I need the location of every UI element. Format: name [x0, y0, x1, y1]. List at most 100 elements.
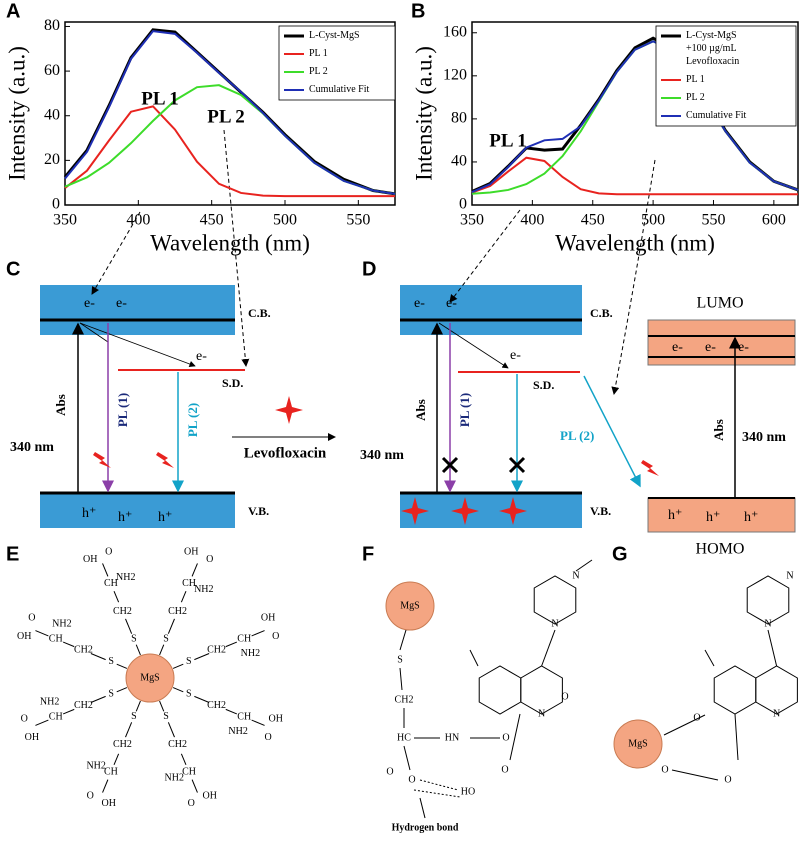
panel-label: A — [6, 0, 20, 22]
y-tick-label: 20 — [44, 151, 60, 168]
drug-stars — [401, 497, 527, 525]
atom-label: CH2 — [113, 739, 132, 750]
y-axis-label: Intensity (a.u.) — [4, 46, 29, 181]
relax-arrow — [79, 322, 196, 368]
legend-frame — [278, 25, 396, 101]
ring — [478, 665, 522, 715]
light-icon — [156, 452, 174, 468]
blocked-mark — [441, 456, 526, 474]
electron: e- — [738, 340, 749, 355]
atom-label: CH — [237, 633, 251, 644]
atom-label: CH2 — [168, 606, 187, 617]
atom-label: CH2 — [74, 645, 93, 656]
bond — [663, 714, 706, 736]
atom-label: CH2 — [207, 700, 226, 711]
atom-label: HO — [461, 786, 475, 797]
annotation: PL 2 — [207, 106, 244, 127]
atom-label: N — [551, 618, 558, 629]
bond — [225, 641, 238, 648]
atom-label: OH — [261, 613, 275, 624]
legend-label: PL 1 — [309, 48, 328, 59]
atom-label: S — [163, 711, 169, 722]
atom-label: O — [502, 732, 509, 743]
atom-label: O — [661, 764, 668, 775]
atom-label: O — [265, 732, 272, 743]
atom-label: NH2 — [40, 697, 59, 708]
atom-label: N — [773, 708, 780, 719]
panel-label: F — [362, 543, 374, 565]
bond — [116, 663, 128, 669]
hole: h⁺ — [158, 510, 172, 525]
bond — [172, 687, 184, 693]
bond — [102, 563, 109, 577]
y-tick-label: 160 — [443, 23, 467, 40]
x-tick-label: 500 — [641, 212, 665, 229]
atom-label: N — [786, 570, 793, 581]
annotation: PL 1 — [141, 88, 178, 109]
atom-label: MgS — [628, 738, 647, 749]
wavelength-label: 340 nm — [360, 448, 404, 463]
bond — [767, 629, 778, 667]
vb-label: V.B. — [248, 504, 269, 518]
bond — [399, 667, 403, 691]
atom-label: NH2 — [241, 648, 260, 659]
y-axis-label: Intensity (a.u.) — [411, 46, 436, 181]
x-tick-label: 400 — [126, 212, 150, 229]
particle — [125, 653, 175, 703]
valence-band — [40, 493, 235, 528]
ring — [755, 665, 798, 715]
bond — [191, 563, 198, 577]
bond — [35, 630, 49, 637]
bond — [251, 630, 265, 637]
atom-label: CH — [182, 767, 196, 778]
annotation: PL 1 — [489, 130, 526, 151]
atom-label: S — [186, 656, 192, 667]
atom-label: NH2 — [194, 584, 213, 595]
cb-label: C.B. — [590, 306, 613, 320]
wavelength-label: 340 nm — [742, 430, 786, 445]
ring — [520, 665, 563, 715]
bond — [125, 722, 133, 738]
panel-c: C e- e- C.B. e- S.D. h⁺ h⁺ h⁺ V.B. Abs 3… — [6, 258, 336, 528]
pl1-label: PL (1) — [115, 393, 130, 427]
atom-label: O — [105, 547, 112, 558]
bond — [62, 708, 75, 715]
link-arrows — [91, 129, 656, 395]
particle — [613, 719, 663, 769]
bond — [403, 745, 411, 771]
bond — [251, 719, 265, 726]
light-icon — [641, 460, 659, 476]
panel-label: E — [6, 543, 19, 565]
bond — [35, 719, 49, 726]
sd-label: S.D. — [533, 378, 554, 392]
abs-label: Abs — [413, 399, 428, 421]
atom-label: O — [408, 774, 415, 785]
bond — [159, 700, 165, 712]
plot-frame — [64, 21, 396, 206]
bond — [419, 779, 459, 791]
bond — [225, 708, 238, 715]
atom-label: HN — [445, 732, 459, 743]
atom-label: CH — [49, 711, 63, 722]
x-axis-label: Wavelength (nm) — [555, 230, 715, 255]
bond — [419, 797, 426, 819]
electron: e- — [196, 349, 207, 364]
x-tick-label: 550 — [701, 212, 725, 229]
atom-label: S — [186, 688, 192, 699]
plot-frame — [471, 21, 799, 206]
atom-label: O — [21, 714, 28, 725]
bond — [399, 629, 407, 651]
light-icon — [93, 452, 111, 468]
atom-label: NH2 — [116, 572, 135, 583]
legend: L-Cyst-MgS +100 µg/mL Levofloxacin PL 1 PL… — [655, 25, 797, 127]
atom-label: S — [163, 633, 169, 644]
pl1-label: PL (1) — [457, 393, 472, 427]
series-line — [471, 156, 798, 196]
atom-label: S — [108, 656, 114, 667]
legend-label: PL 1 — [686, 74, 705, 85]
bond — [102, 779, 109, 793]
bond — [116, 687, 128, 693]
x-tick-label: 450 — [200, 212, 224, 229]
y-tick-label: 40 — [451, 153, 467, 170]
bond — [509, 713, 521, 761]
